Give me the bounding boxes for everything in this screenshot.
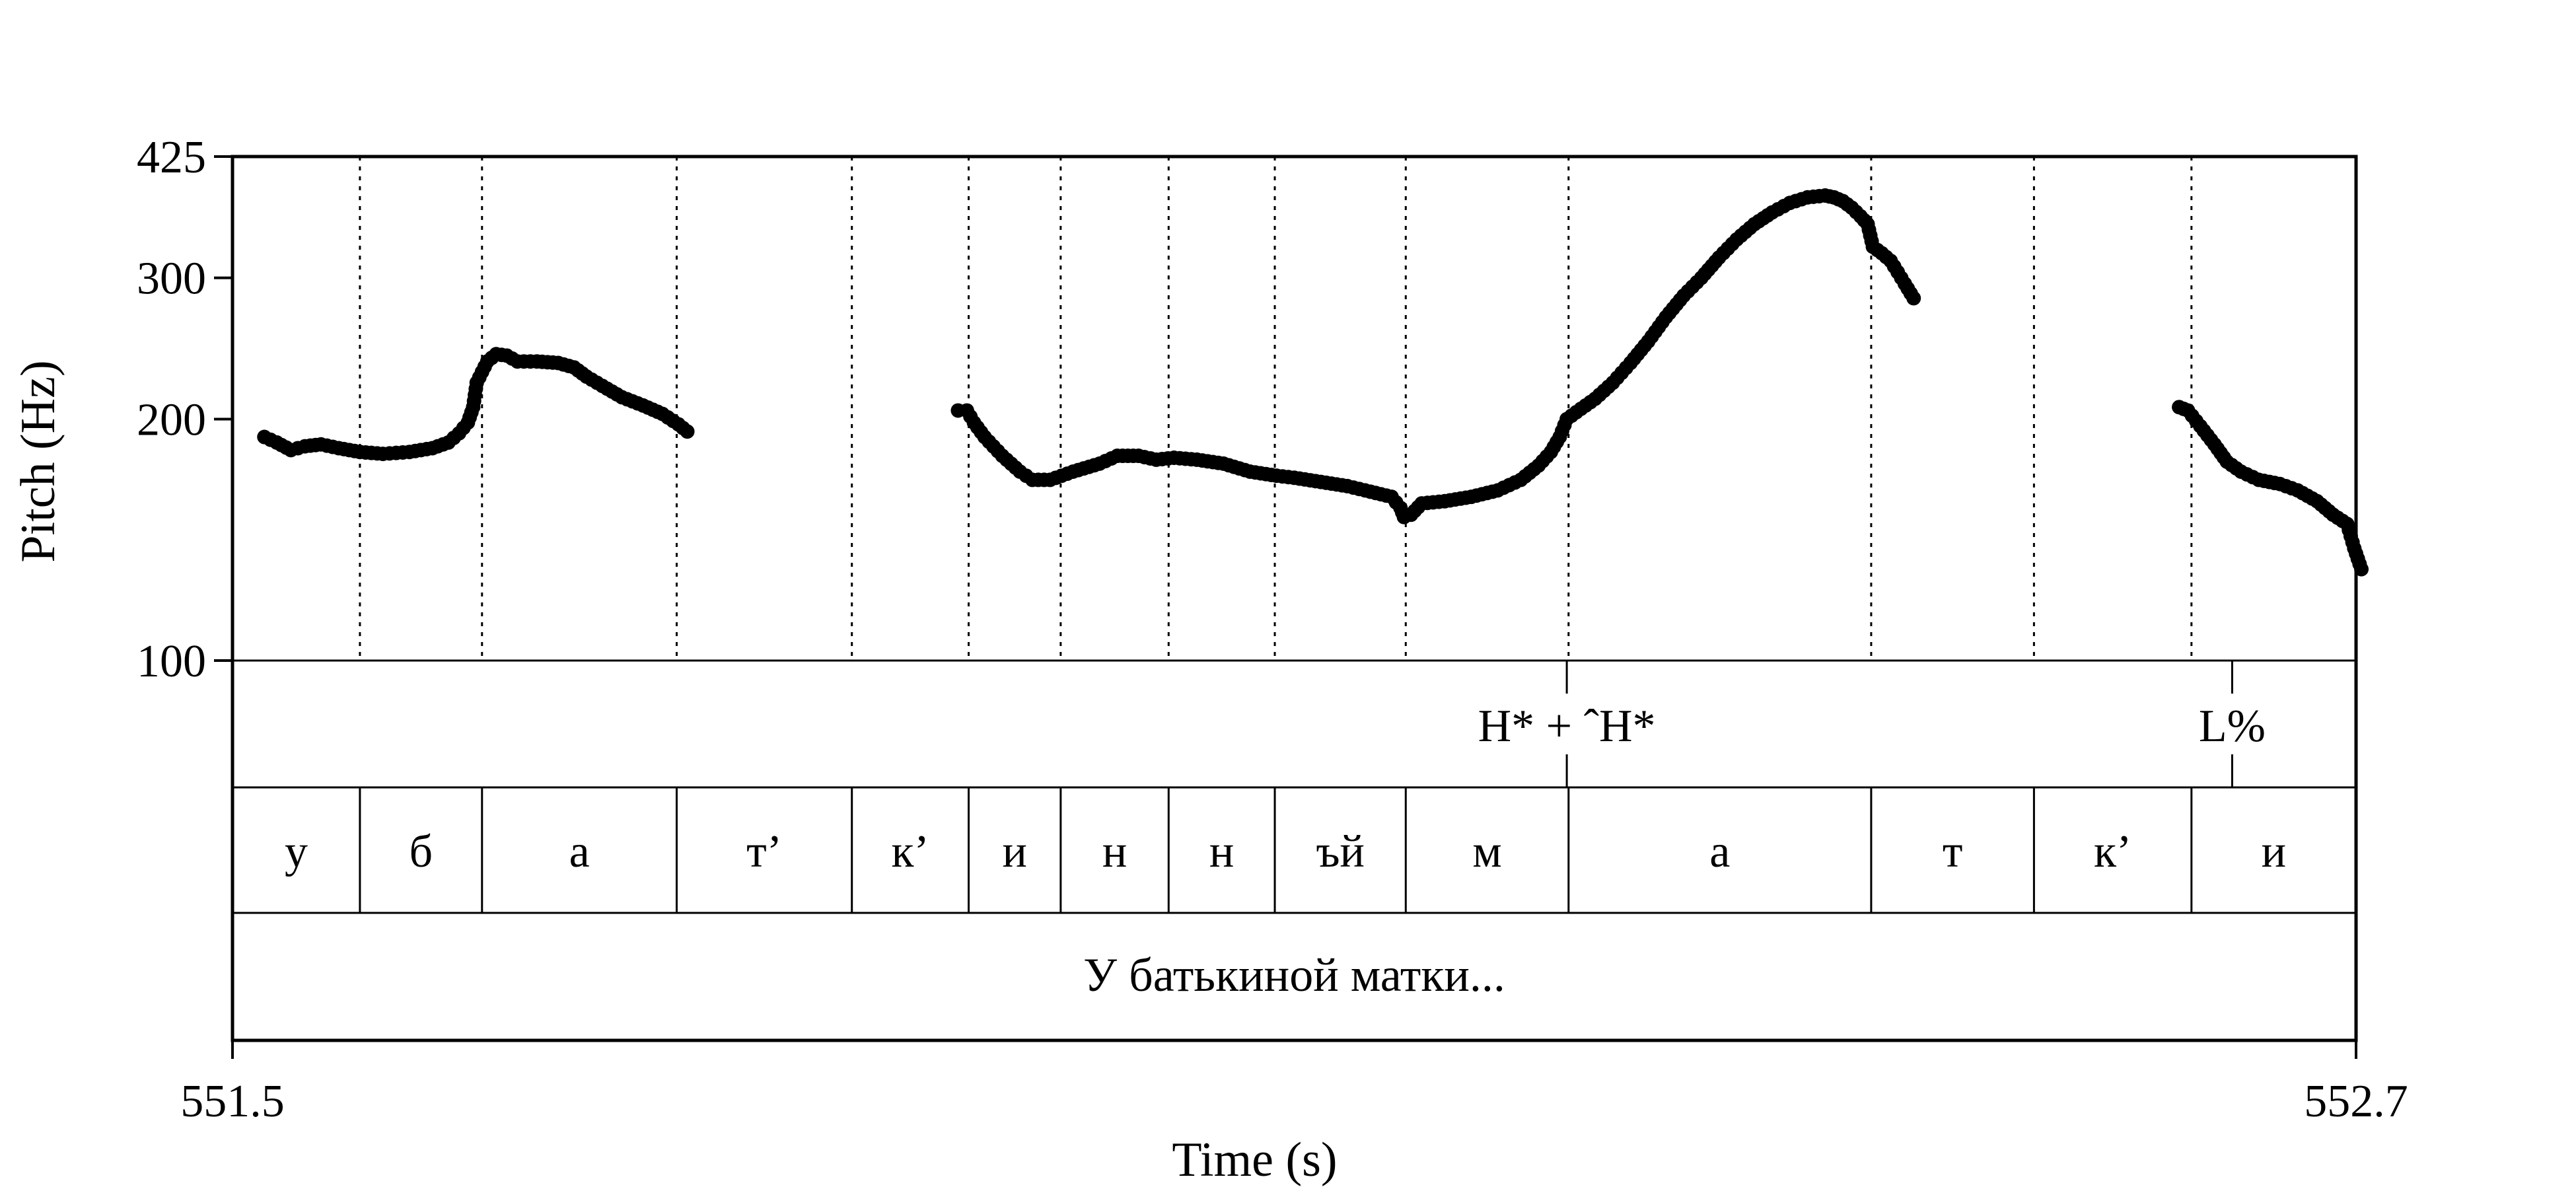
segment-label: ъй [1316,826,1365,877]
x-axis-ticks: 551.5 552.7 [180,1040,2408,1127]
pitch-points [257,188,2369,577]
x-tick-label: 552.7 [2304,1076,2408,1127]
segment-label: м [1472,826,1501,877]
y-tick-label: 425 [137,132,206,183]
y-tick-label: 100 [137,636,206,687]
tone-tier: H* + ˆH* L% [1478,661,2266,787]
segment-label: к’ [2094,826,2131,877]
segment-label: и [2262,826,2286,877]
segment-label: а [1709,826,1730,877]
x-tick-label: 551.5 [180,1076,285,1127]
segment-label: т [1943,826,1963,877]
tone-label: L% [2199,701,2266,752]
y-tick-label: 300 [137,254,206,305]
tier-lines [233,659,2356,914]
pitch-point [2354,561,2369,577]
segment-label: т’ [746,826,782,877]
x-axis-label: Time (s) [1172,1133,1337,1187]
y-axis-label: Pitch (Hz) [11,360,65,562]
tone-label: H* + ˆH* [1478,701,1656,752]
pitch-point [1906,291,1921,306]
segment-tier: у б а т’ к’ и н н ъй м а т к’ и [285,826,2286,877]
segment-label: б [410,826,433,877]
segment-label: а [569,826,590,877]
plot-frame [231,155,2358,1042]
word-tier: У батькиной матки... [1083,949,1505,1001]
segment-label: н [1209,826,1234,877]
segment-label: к’ [891,826,929,877]
segment-label: у [285,826,308,877]
pitch-point [680,424,695,439]
segment-boundary-grid [359,157,2193,913]
y-axis-ticks: 425 300 200 100 [137,132,233,687]
word-label: У батькиной матки... [1083,949,1505,1001]
segment-label: н [1102,826,1127,877]
y-tick-label: 200 [137,394,206,445]
segment-label: и [1002,826,1026,877]
